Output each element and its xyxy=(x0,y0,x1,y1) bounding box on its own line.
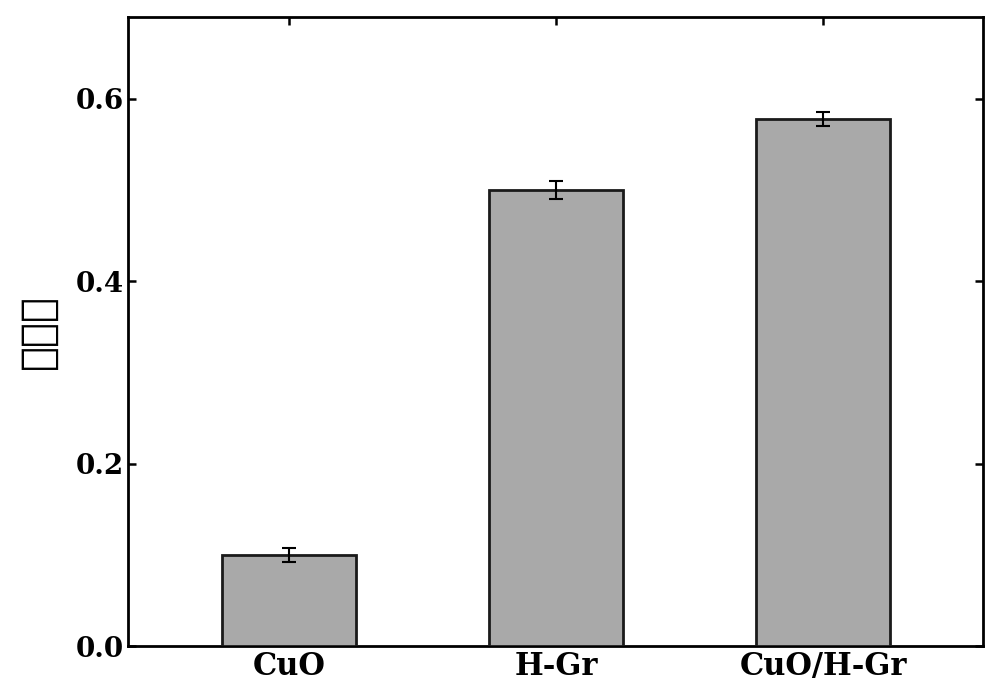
Bar xyxy=(756,119,890,647)
Bar xyxy=(222,555,356,647)
Bar xyxy=(489,190,623,647)
Y-axis label: 吸光度: 吸光度 xyxy=(17,294,59,369)
